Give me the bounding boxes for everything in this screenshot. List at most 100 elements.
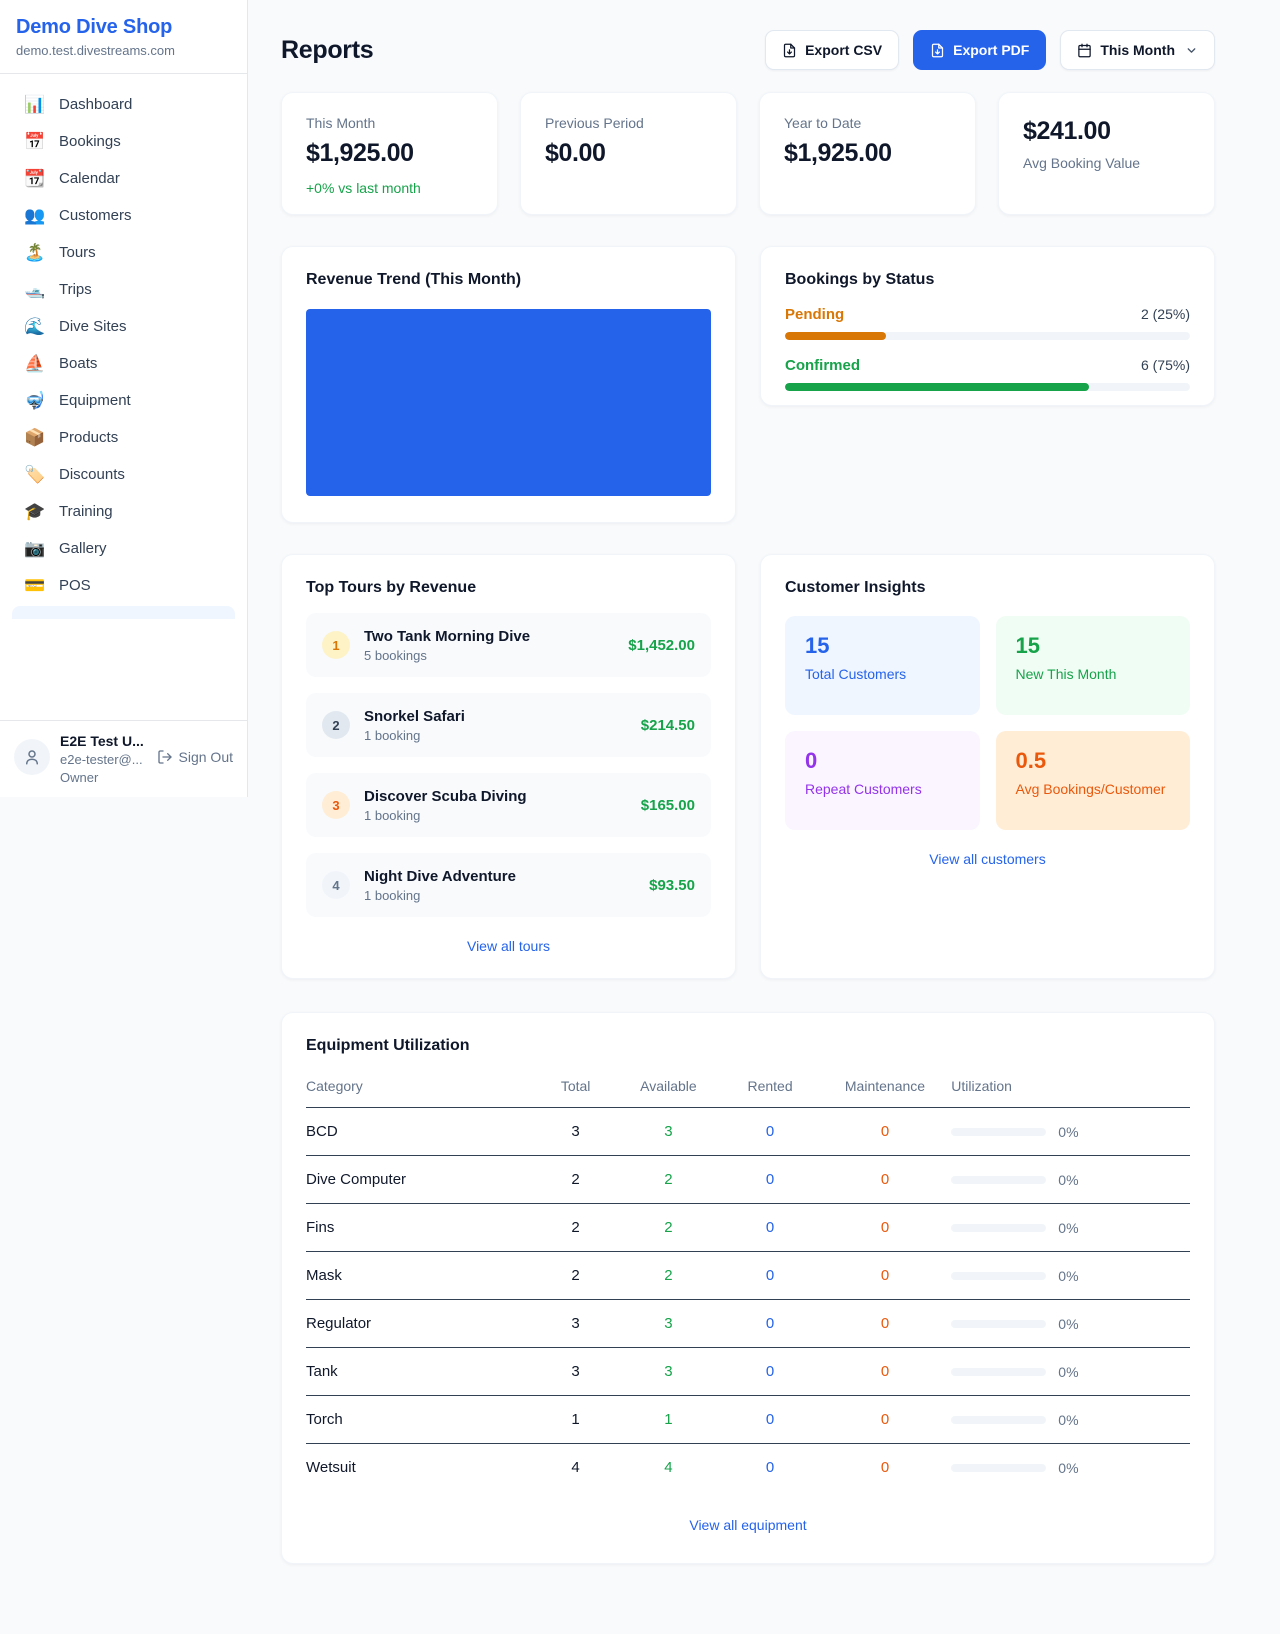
- tile-avg-bookings-customer: 0.5 Avg Bookings/Customer: [995, 731, 1190, 830]
- tile-repeat-customers: 0 Repeat Customers: [785, 731, 980, 830]
- view-all-customers-link[interactable]: View all customers: [785, 851, 1190, 867]
- cell-available: 2: [615, 1203, 722, 1252]
- view-all-tours-link[interactable]: View all tours: [306, 938, 711, 954]
- sidebar-item-dashboard[interactable]: 📊 Dashboard: [12, 86, 235, 123]
- cell-maintenance: 0: [818, 1107, 952, 1156]
- sign-out-button[interactable]: Sign Out: [157, 749, 233, 765]
- cell-rented: 0: [721, 1251, 819, 1300]
- period-dropdown[interactable]: This Month: [1060, 30, 1215, 70]
- tour-amount: $214.50: [640, 716, 695, 734]
- graduation-cap-icon: 🎓: [24, 502, 46, 521]
- status-value-confirmed: 6 (75%): [1140, 357, 1190, 373]
- rank-badge: 3: [322, 791, 350, 819]
- utilization-bar: [951, 1463, 1047, 1472]
- user-name: E2E Test U...: [60, 733, 144, 749]
- equipment-utilization-title: Equipment Utilization: [306, 1037, 470, 1054]
- cell-maintenance: 0: [880, 1459, 890, 1476]
- cell-utilization: 0%: [951, 1444, 1190, 1492]
- tour-amount: $165.00: [640, 796, 695, 814]
- export-pdf-button[interactable]: Export PDF: [913, 30, 1047, 70]
- equipment-utilization-card: Equipment Utilization Category Total Ava…: [281, 1012, 1215, 1564]
- tile-value: 0: [805, 748, 818, 773]
- sidebar-item-dive-sites[interactable]: 🌊 Dive Sites: [12, 308, 235, 345]
- stat-card-avg-booking-value: $241.00 Avg Booking Value: [998, 92, 1215, 215]
- cell-total: 3: [535, 1107, 616, 1156]
- customer-insights-card: Customer Insights 15 Total Customers 15 …: [760, 554, 1215, 979]
- stat-label: Year to Date: [784, 115, 862, 131]
- top-tours-title: Top Tours by Revenue: [306, 579, 477, 596]
- tile-value: 0.5: [1015, 748, 1047, 773]
- export-csv-button[interactable]: Export CSV: [765, 30, 900, 70]
- sidebar-item-customers[interactable]: 👥 Customers: [12, 197, 235, 234]
- sidebar-item-bookings[interactable]: 📅 Bookings: [12, 123, 235, 160]
- tour-row-4: 4 Night Dive Adventure 1 booking $93.50: [306, 853, 711, 917]
- sidebar-item-label: Equipment: [59, 392, 131, 409]
- tag-icon: 🏷️: [24, 465, 46, 484]
- tour-name: Discover Scuba Diving: [364, 787, 527, 805]
- cell-total: 1: [535, 1395, 616, 1444]
- wave-icon: 🌊: [24, 317, 46, 336]
- progress-track: [785, 332, 1190, 340]
- sidebar-item-label: Discounts: [59, 466, 125, 483]
- user-role: Owner: [60, 770, 99, 785]
- stats-row: This Month $1,925.00 +0% vs last month P…: [281, 92, 1215, 215]
- col-maintenance: Maintenance: [818, 1068, 952, 1108]
- tile-new-this-month: 15 New This Month: [995, 616, 1190, 715]
- chevron-down-icon: [1187, 47, 1196, 53]
- file-download-icon: [783, 43, 796, 57]
- sidebar-item-equipment[interactable]: 🤿 Equipment: [12, 382, 235, 419]
- sidebar-item-products[interactable]: 📦 Products: [12, 419, 235, 456]
- user-info: E2E Test U... e2e-tester@... Owner: [60, 733, 147, 785]
- col-utilization: Utilization: [951, 1068, 1190, 1108]
- sidebar-item-tours[interactable]: 🏝️ Tours: [12, 234, 235, 271]
- utilization-bar: [951, 1367, 1047, 1376]
- cell-maintenance: 0: [818, 1251, 952, 1300]
- stat-card-year-to-date: Year to Date $1,925.00: [759, 92, 976, 215]
- tour-bookings: 5 bookings: [364, 647, 427, 663]
- sign-out-label: Sign Out: [178, 749, 233, 765]
- island-icon: 🏝️: [24, 243, 46, 262]
- cell-utilization: 0%: [951, 1155, 1190, 1204]
- cell-rented: 0: [721, 1155, 819, 1204]
- table-row-torch: Torch 1 1 0 0 0%: [306, 1395, 1190, 1444]
- cell-utilization: 0%: [951, 1299, 1190, 1348]
- export-pdf-label: Export PDF: [953, 42, 1030, 58]
- sidebar-item-reports-partial[interactable]: [12, 606, 235, 619]
- utilization-bar: [951, 1175, 1047, 1184]
- file-download-icon: [931, 43, 944, 57]
- sidebar-item-pos[interactable]: 💳 POS: [12, 567, 235, 604]
- avatar: [14, 739, 50, 775]
- progress-track: [785, 383, 1190, 391]
- sidebar-item-label: Dashboard: [59, 96, 133, 113]
- sidebar-item-discounts[interactable]: 🏷️ Discounts: [12, 456, 235, 493]
- cell-rented: 0: [721, 1203, 819, 1252]
- status-row-confirmed: Confirmed 6 (75%): [785, 357, 1190, 391]
- insights-row: Top Tours by Revenue 1 Two Tank Morning …: [281, 554, 1215, 979]
- cell-maintenance: 0: [818, 1395, 952, 1444]
- sidebar-item-calendar[interactable]: 📆 Calendar: [12, 160, 235, 197]
- tour-name: Night Dive Adventure: [364, 867, 516, 885]
- sidebar-item-boats[interactable]: ⛵ Boats: [12, 345, 235, 382]
- sidebar-item-training[interactable]: 🎓 Training: [12, 493, 235, 530]
- col-total: Total: [535, 1068, 616, 1108]
- cell-maintenance: 0: [818, 1155, 952, 1204]
- revenue-trend-card: Revenue Trend (This Month): [281, 246, 736, 523]
- table-row-wetsuit: Wetsuit 4 4 0 0 0%: [306, 1444, 1190, 1492]
- sidebar-nav: 📊 Dashboard 📅 Bookings 📆 Calendar 👥 Cust…: [0, 74, 247, 720]
- cell-total: 2: [535, 1251, 616, 1300]
- cell-maintenance: 0: [818, 1299, 952, 1348]
- cell-available: 1: [615, 1395, 722, 1444]
- progress-fill-confirmed: [785, 383, 1089, 391]
- stat-delta: +0% vs last month: [306, 180, 421, 196]
- sidebar-item-label: Tours: [59, 244, 96, 261]
- tour-name: Two Tank Morning Dive: [364, 627, 531, 645]
- view-all-equipment-link[interactable]: View all equipment: [306, 1517, 1190, 1533]
- sidebar-item-gallery[interactable]: 📷 Gallery: [12, 530, 235, 567]
- sidebar-item-trips[interactable]: 🛥️ Trips: [12, 271, 235, 308]
- revenue-trend-chart: [306, 309, 711, 496]
- page-title: Reports: [281, 35, 374, 64]
- diving-mask-icon: 🤿: [24, 391, 46, 410]
- credit-card-icon: 💳: [24, 576, 46, 595]
- dashboard-icon: 📊: [24, 95, 46, 114]
- sidebar-item-label: Calendar: [59, 170, 120, 187]
